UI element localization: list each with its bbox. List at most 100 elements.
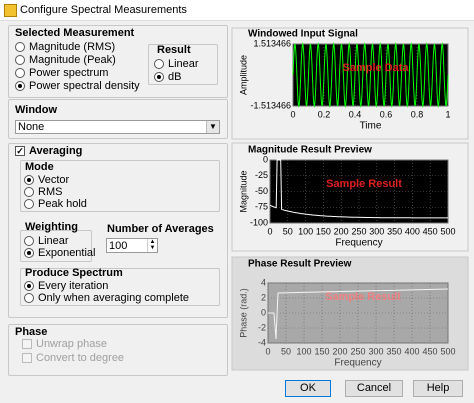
radio-label: Linear (168, 58, 199, 70)
averaging-checkbox[interactable]: ✓ Averaging (15, 145, 82, 157)
app-icon (4, 4, 17, 17)
radio-label: Vector (38, 174, 70, 186)
x-tick-label: 200 (334, 226, 349, 236)
averaging-group (8, 143, 228, 318)
radio-label: RMS (38, 186, 63, 198)
x-tick-label: 0.8 (411, 109, 424, 119)
x-tick-label: 400 (404, 346, 419, 356)
radio-option[interactable]: Linear (24, 235, 69, 247)
spin-buttons[interactable]: ▲ ▼ (147, 239, 157, 252)
radio-option[interactable]: Magnitude (RMS) (15, 41, 115, 53)
radio-button (24, 248, 34, 258)
radio-button (24, 281, 34, 291)
preview-curve (292, 42, 449, 108)
radio-option[interactable]: Power spectrum (15, 67, 108, 79)
group-title: Result (157, 44, 191, 56)
produce-group (20, 268, 220, 306)
cancel-button[interactable]: Cancel (345, 380, 403, 397)
x-tick-label: 0 (267, 226, 272, 236)
x-tick-label: 250 (350, 346, 365, 356)
y-tick-label: -100 (250, 217, 268, 227)
radio-button (24, 236, 34, 246)
group-title: Produce Spectrum (25, 267, 123, 279)
window-title: Configure Spectral Measurements (20, 4, 187, 16)
radio-button (15, 42, 25, 52)
x-tick-label: 350 (386, 346, 401, 356)
x-axis-label: Time (360, 121, 382, 132)
x-tick-label: 100 (296, 346, 311, 356)
weighting-group (20, 230, 92, 262)
radio-option[interactable]: Power spectral density (15, 80, 140, 92)
y-axis-label: Magnitude (238, 170, 248, 212)
radio-option[interactable]: Linear (154, 58, 199, 70)
sample-overlay: Sample Data (342, 62, 409, 74)
radio-label: Linear (38, 235, 69, 247)
radio-button (24, 187, 34, 197)
window-group (8, 99, 228, 139)
averages-label: Number of Averages (107, 223, 214, 235)
checkbox-label: Unwrap phase (36, 338, 107, 350)
radio-option[interactable]: Peak hold (24, 198, 87, 210)
y-tick-label: 2 (261, 292, 266, 302)
radio-button (24, 199, 34, 209)
x-tick-label: 250 (351, 226, 366, 236)
checkbox-box (22, 339, 32, 349)
x-tick-label: 50 (281, 346, 291, 356)
sample-overlay: Sample Result (325, 291, 401, 303)
radio-button (15, 68, 25, 78)
radio-option[interactable]: dB (154, 71, 181, 83)
y-tick-label: -25 (255, 170, 268, 180)
group-title: Selected Measurement (15, 27, 135, 39)
y-tick-label: -1.513466 (250, 100, 291, 110)
radio-option[interactable]: Exponential (24, 247, 96, 259)
x-tick-label: 0 (265, 346, 270, 356)
x-tick-label: 450 (422, 346, 437, 356)
y-tick-label: 1.513466 (253, 38, 291, 48)
checkbox-box (22, 353, 32, 363)
y-tick-label: -50 (255, 186, 268, 196)
checkbox-label: Averaging (29, 145, 83, 157)
group-title: Mode (25, 161, 54, 173)
x-tick-label: 450 (423, 226, 438, 236)
plot-title: Windowed Input Signal (248, 29, 358, 40)
x-tick-label: 150 (316, 226, 331, 236)
radio-option[interactable]: Magnitude (Peak) (15, 54, 116, 66)
plot-title: Phase Result Preview (248, 259, 352, 270)
averages-input[interactable]: 100 ▲ ▼ (106, 238, 158, 253)
x-axis-label: Frequency (334, 358, 381, 369)
x-axis-label: Frequency (335, 238, 382, 249)
x-tick-label: 400 (405, 226, 420, 236)
x-tick-label: 0.6 (380, 109, 393, 119)
x-tick-label: 0.4 (349, 109, 362, 119)
window-dropdown[interactable]: None ▼ (15, 120, 220, 134)
preview-curve (269, 159, 448, 219)
mode-group (20, 160, 220, 212)
x-tick-label: 0 (290, 109, 295, 119)
help-button[interactable]: Help (413, 380, 463, 397)
radio-label: Magnitude (RMS) (29, 41, 116, 53)
ok-button[interactable]: OK (285, 380, 331, 397)
radio-option[interactable]: Every iteration (24, 280, 108, 292)
radio-option[interactable]: Vector (24, 174, 69, 186)
title-bar: Configure Spectral Measurements (0, 0, 474, 21)
radio-label: Every iteration (38, 280, 109, 292)
radio-button (24, 293, 34, 303)
radio-button (15, 81, 25, 91)
input-value: 100 (109, 240, 128, 252)
x-tick-label: 300 (369, 226, 384, 236)
group-title: Weighting (25, 221, 78, 233)
x-tick-label: 1 (445, 109, 450, 119)
preview-curve (268, 288, 449, 340)
y-tick-label: -75 (255, 202, 268, 212)
dropdown-value: None (18, 121, 45, 133)
x-tick-label: 500 (440, 346, 455, 356)
radio-label: Magnitude (Peak) (29, 54, 116, 66)
radio-option[interactable]: Only when averaging complete (24, 292, 189, 304)
degree-checkbox: Convert to degree (22, 352, 124, 364)
radio-label: Power spectrum (29, 67, 109, 79)
radio-label: dB (168, 71, 182, 83)
dropdown-arrow: ▼ (206, 121, 219, 133)
radio-option[interactable]: RMS (24, 186, 62, 198)
